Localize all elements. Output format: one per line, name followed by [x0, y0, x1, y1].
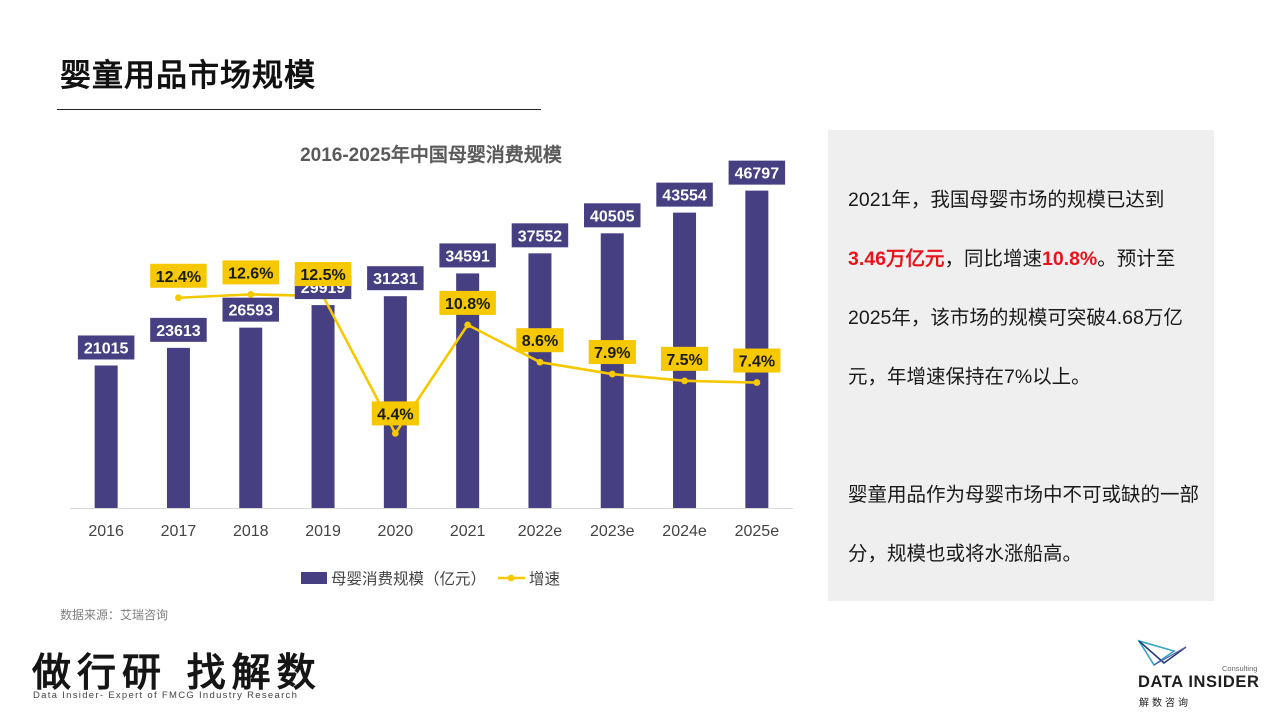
line-point: [536, 358, 544, 366]
bar-value-label-bg: [511, 223, 569, 248]
bar: [239, 327, 263, 508]
line-value-label: 12.6%: [228, 265, 273, 282]
line-value-label: 8.6%: [522, 333, 558, 350]
line-value-label-bg: [439, 290, 496, 315]
x-tick-label: 2016: [88, 523, 124, 540]
line-value-label-bg: [733, 348, 781, 373]
line-value-label-bg: [588, 340, 636, 365]
line-value-label-bg: [660, 346, 709, 371]
summary-panel: 2021年，我国母婴市场的规模已达到 3.46万亿元，同比增速10.8%。预计至2…: [828, 130, 1214, 601]
bar-value-label-bg: [584, 203, 641, 228]
bar-value-label: 46797: [735, 166, 780, 183]
page-title: 婴童用品市场规模: [60, 58, 316, 94]
line-point: [247, 290, 255, 298]
data-insider-logo-icon: [1137, 639, 1187, 667]
bar: [600, 233, 624, 508]
x-tick-label: 2017: [161, 523, 197, 540]
summary-paragraph-2: 婴童用品作为母婴市场中不可或缺的一部分，规模也或将水涨船高。: [848, 484, 1200, 565]
x-tick-label: 2019: [305, 523, 341, 540]
line-value-label-bg: [150, 263, 207, 288]
bar: [166, 347, 190, 508]
line-value-label: 7.9%: [594, 345, 630, 362]
line-point: [464, 321, 472, 329]
legend-swatch-bars: [301, 572, 327, 584]
bar-value-label-bg: [728, 160, 786, 185]
data-source: 数据来源：艾瑞咨询: [60, 608, 169, 622]
summary-text: ，同比增速: [944, 248, 1042, 270]
bar-value-label: 40505: [590, 208, 635, 225]
highlight-figure: 10.8%: [1041, 248, 1098, 270]
chart-title: 2016-2025年中国母婴消费规模: [300, 143, 563, 166]
line-value-label: 12.5%: [300, 267, 345, 284]
line-value-label: 4.4%: [377, 406, 413, 423]
logo-chinese-name: 解数咨询: [1139, 698, 1191, 709]
line-point: [753, 379, 761, 386]
summary-text: 。预计至2025年，该市场的规模可突破4.68万亿元，年增速保持在7%以上。: [848, 248, 1183, 388]
line-point: [681, 377, 688, 385]
footer-slogan-subtitle: Data Insider- Expert of FMCG Industry Re…: [33, 690, 299, 701]
market-size-chart: 2016-2025年中国母婴消费规模2101523613265932991931…: [70, 143, 793, 588]
x-tick-label: 2023e: [590, 523, 635, 540]
line-value-label: 10.8%: [445, 296, 490, 313]
bar-value-label: 37552: [518, 228, 563, 245]
line-value-label-bg: [371, 401, 419, 426]
summary-text: 2021年，我国母婴市场的规模已达到: [848, 189, 1165, 211]
bar: [94, 365, 118, 508]
legend-label-line: 增速: [529, 570, 560, 588]
line-point: [391, 430, 399, 437]
summary-paragraph-1: 2021年，我国母婴市场的规模已达到 3.46万亿元，同比增速10.8%。预计至2…: [848, 171, 1200, 407]
bar-value-label: 34591: [445, 248, 490, 265]
x-tick-label: 2025e: [735, 523, 780, 540]
title-divider: [57, 109, 541, 110]
x-tick-label: 2021: [450, 523, 486, 540]
bar-value-label-bg: [222, 297, 279, 322]
line-value-label: 7.4%: [739, 354, 775, 371]
bar-value-label-bg: [367, 266, 424, 291]
x-tick-label: 2024e: [662, 523, 707, 540]
bar-value-label: 21015: [84, 340, 129, 357]
logo-consulting-text: Consulting: [1222, 664, 1258, 673]
logo-wordmark: DATA INSIDER: [1138, 673, 1260, 691]
bar-value-label-bg: [77, 335, 135, 360]
bar: [528, 253, 552, 508]
bar: [311, 305, 335, 508]
legend-label-bars: 母婴消费规模（亿元）: [331, 570, 486, 588]
line-value-label-bg: [516, 328, 564, 353]
bar-value-label-bg: [656, 182, 713, 207]
bar-value-label: 26593: [229, 303, 274, 320]
line-value-label: 7.5%: [666, 352, 702, 369]
bar-value-label: 43554: [662, 188, 707, 205]
line-point: [175, 294, 182, 302]
x-tick-label: 2020: [378, 523, 414, 540]
x-tick-label: 2022e: [518, 523, 563, 540]
bar-value-label: 31231: [373, 271, 418, 288]
x-tick-label: 2018: [233, 523, 269, 540]
footer-slogan: 做行研 找解数: [32, 650, 322, 696]
bar-value-label-bg: [439, 243, 496, 268]
line-value-label-bg: [222, 260, 279, 285]
line-point: [608, 370, 616, 378]
line-value-label-bg: [294, 262, 352, 287]
line-value-label: 12.4%: [156, 269, 201, 286]
highlight-figure: 3.46万亿元: [848, 248, 945, 270]
bar-value-label-bg: [150, 317, 207, 342]
bar-value-label: 23613: [156, 323, 201, 340]
legend-swatch-line-point: [507, 574, 515, 582]
